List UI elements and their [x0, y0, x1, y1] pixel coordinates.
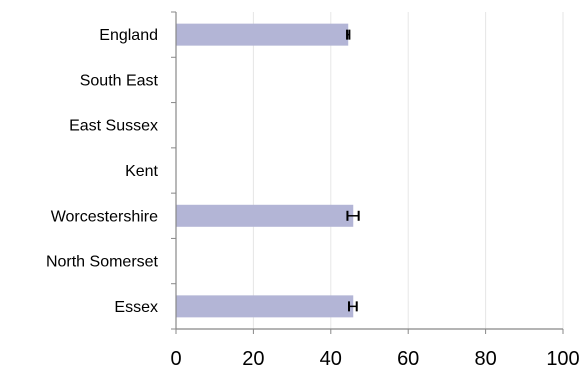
x-tick-labels: 0 20 40 60 80 100 — [170, 348, 579, 370]
bar-england — [176, 23, 349, 46]
error-bar-england — [346, 29, 351, 40]
category-label-east-sussex: East Sussex — [69, 118, 158, 135]
category-label-kent: Kent — [125, 163, 158, 180]
x-tick-label-100: 100 — [546, 348, 579, 370]
x-tick-label-20: 20 — [242, 348, 264, 370]
category-label-worcestershire: Worcestershire — [51, 208, 158, 225]
category-labels: England South East East Sussex Kent Worceste… — [46, 27, 159, 316]
category-label-south-east: South East — [80, 72, 159, 89]
x-tick-label-80: 80 — [474, 348, 496, 370]
error-bars — [346, 29, 360, 312]
axes — [171, 11, 564, 334]
grid-lines — [252, 12, 564, 329]
bar-essex — [176, 295, 354, 318]
x-tick-label-40: 40 — [320, 348, 342, 370]
x-tick-label-60: 60 — [397, 348, 419, 370]
x-tick-label-0: 0 — [170, 348, 181, 370]
category-label-essex: Essex — [114, 299, 158, 316]
bar-worcestershire — [176, 204, 354, 227]
error-bar-worcestershire — [346, 210, 360, 221]
error-bar-essex — [347, 301, 358, 312]
category-label-england: England — [99, 27, 158, 44]
bars — [176, 23, 354, 318]
category-label-north-somerset: North Somerset — [46, 254, 159, 271]
